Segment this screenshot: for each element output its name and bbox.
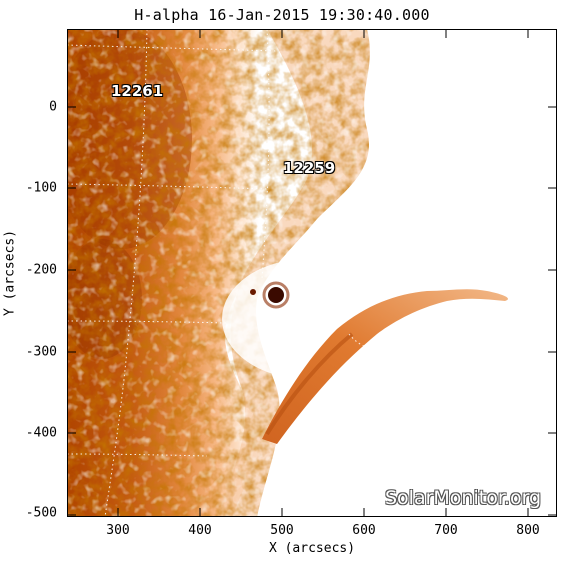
- solarmonitor-watermark: SolarMonitor.org: [385, 487, 542, 509]
- y-tick-label: -200: [25, 262, 57, 278]
- x-tick-label: 800: [516, 523, 540, 538]
- y-tick-label: -100: [25, 180, 57, 196]
- x-tick-label: 700: [434, 523, 458, 538]
- h-alpha-image: [67, 29, 557, 517]
- filament: [262, 289, 508, 444]
- x-tick-label: 600: [352, 523, 376, 538]
- heliographic-grid: [67, 29, 378, 517]
- pore: [250, 289, 256, 295]
- x-tick-label: 500: [270, 523, 294, 538]
- solar-disk-svg: [67, 29, 508, 517]
- x-axis-title: X (arcsecs): [268, 541, 356, 556]
- x-tick-label: 400: [188, 523, 212, 538]
- x-tick-label: 300: [106, 523, 130, 538]
- y-tick-label: -400: [25, 425, 57, 441]
- sunspot: [268, 287, 284, 303]
- image-title: H-alpha 16-Jan-2015 19:30:40.000: [134, 6, 430, 24]
- y-tick-label: -300: [25, 344, 57, 360]
- active-region-label: 12259: [283, 159, 336, 177]
- y-tick-label: -500: [25, 505, 57, 521]
- active-region-label: 12261: [111, 82, 164, 100]
- y-axis-title: Y (arcsecs): [2, 229, 18, 317]
- y-tick-label: 0: [49, 99, 57, 115]
